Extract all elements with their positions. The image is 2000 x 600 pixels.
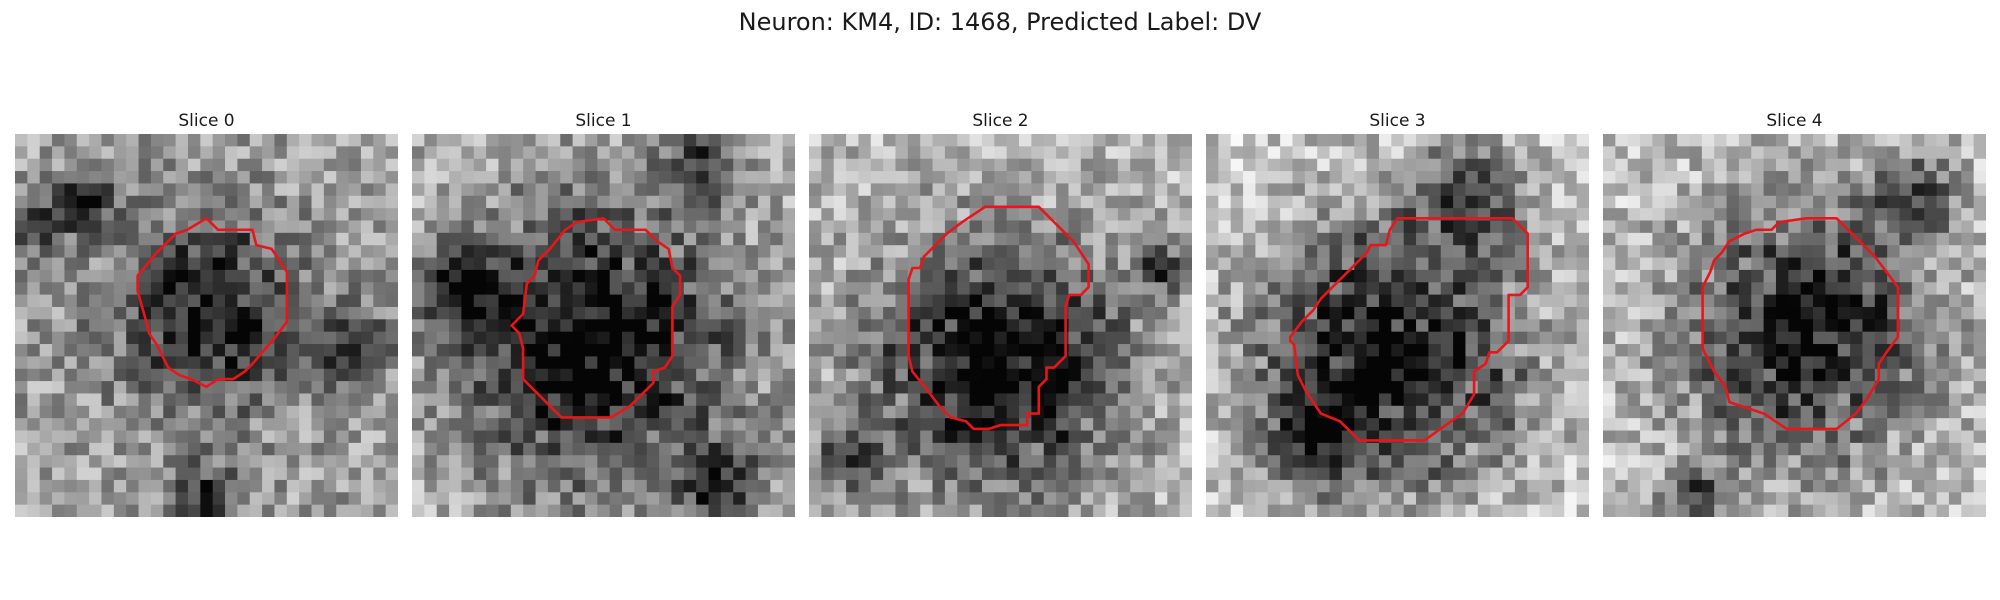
roi-contour <box>1701 217 1900 431</box>
pixel-grid <box>15 134 398 517</box>
slice-image <box>1206 134 1589 517</box>
slice-0-svg <box>15 134 398 517</box>
pixel-grid <box>1206 134 1589 517</box>
slice-1-svg <box>412 134 795 517</box>
slice-4-svg <box>1603 134 1986 517</box>
pixel-grid <box>412 134 795 517</box>
roi-contour <box>510 217 682 419</box>
slice-panel-2: Slice 2 <box>809 108 1192 517</box>
slice-panel-1: Slice 1 <box>412 108 795 517</box>
pixel-grid <box>809 134 1192 517</box>
figure-title: Neuron: KM4, ID: 1468, Predicted Label: … <box>738 8 1262 36</box>
roi-contour <box>136 217 289 389</box>
slice-panel-3: Slice 3 <box>1206 108 1589 517</box>
slice-title: Slice 2 <box>972 111 1029 131</box>
slice-panel-0: Slice 0 <box>15 108 398 517</box>
roi-contour <box>907 205 1090 431</box>
slice-title: Slice 1 <box>575 111 632 131</box>
slice-image <box>809 134 1192 517</box>
roi-contour <box>1289 217 1530 442</box>
slice-image <box>15 134 398 517</box>
slice-image <box>1603 134 1986 517</box>
slice-image <box>412 134 795 517</box>
pixel-grid <box>1603 134 1986 517</box>
slice-title: Slice 4 <box>1766 111 1823 131</box>
slice-3-svg <box>1206 134 1589 517</box>
slice-title: Slice 0 <box>178 111 235 131</box>
slice-title: Slice 3 <box>1369 111 1426 131</box>
slice-panel-4: Slice 4 <box>1603 108 1986 517</box>
slice-2-svg <box>809 134 1192 517</box>
